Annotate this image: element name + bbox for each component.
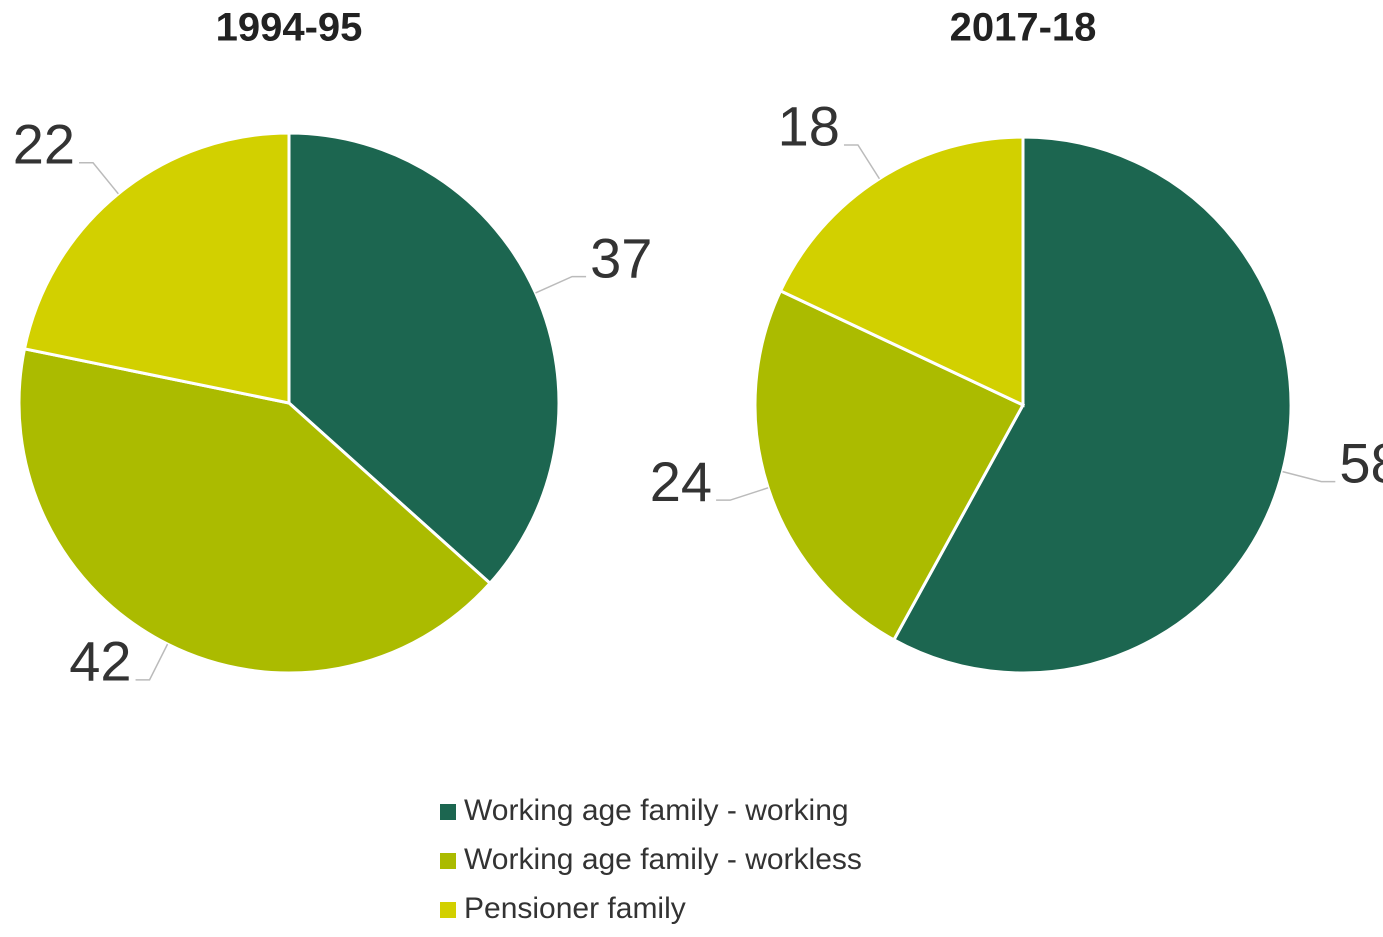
data-label: 42 bbox=[69, 630, 131, 693]
pie-slice bbox=[778, 135, 1025, 408]
data-label: 58 bbox=[1339, 431, 1383, 494]
data-label: 18 bbox=[778, 95, 840, 158]
legend-swatch bbox=[440, 804, 456, 820]
legend-label: Working age family - working bbox=[464, 794, 849, 827]
legend-swatch bbox=[440, 853, 456, 869]
leader-line bbox=[79, 162, 119, 195]
chart-title: 1994-95 bbox=[216, 6, 363, 50]
legend-label: Working age family - workless bbox=[464, 843, 862, 876]
leader-line bbox=[535, 275, 587, 294]
legend-label: Pensioner family bbox=[464, 892, 686, 925]
leader-line bbox=[843, 144, 881, 180]
leader-line bbox=[1282, 470, 1336, 483]
data-label: 37 bbox=[590, 226, 652, 289]
data-label: 24 bbox=[650, 450, 712, 513]
data-label: 22 bbox=[13, 113, 75, 176]
legend-swatch bbox=[440, 902, 456, 918]
pie-slice bbox=[287, 131, 561, 586]
leader-line bbox=[135, 643, 169, 681]
pie-slice bbox=[17, 347, 493, 675]
leader-line bbox=[716, 487, 769, 501]
chart-title: 2017-18 bbox=[950, 6, 1097, 50]
pie-slice bbox=[22, 131, 291, 405]
